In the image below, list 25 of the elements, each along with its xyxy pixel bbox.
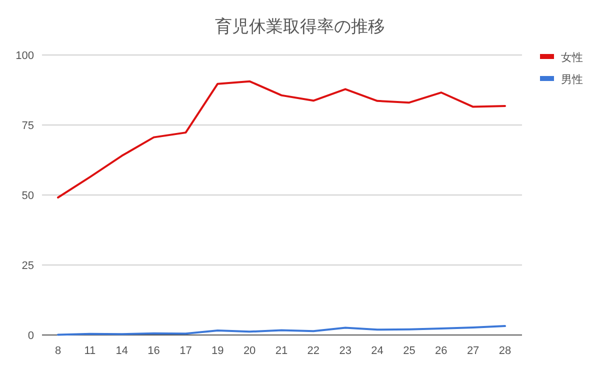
x-tick-label: 8 bbox=[54, 345, 62, 357]
x-tick-label: 11 bbox=[84, 345, 96, 357]
x-tick-label: 24 bbox=[371, 345, 384, 357]
y-tick-label: 25 bbox=[22, 260, 34, 272]
y-tick-label: 100 bbox=[16, 50, 34, 62]
legend-label: 女性 bbox=[561, 52, 583, 64]
x-tick-label: 27 bbox=[466, 345, 480, 357]
x-tick-label: 17 bbox=[180, 345, 192, 357]
y-tick-label: 0 bbox=[28, 330, 34, 342]
x-tick-label: 25 bbox=[403, 345, 416, 357]
x-tick-label: 26 bbox=[435, 345, 448, 357]
x-tick-label: 20 bbox=[243, 345, 256, 357]
x-tick-label: 22 bbox=[307, 345, 320, 357]
x-tick-label: 19 bbox=[212, 345, 224, 357]
x-tick-label: 21 bbox=[275, 345, 288, 357]
line-series bbox=[57, 325, 506, 336]
y-tick-label: 75 bbox=[22, 120, 34, 132]
line-series bbox=[57, 80, 506, 199]
x-tick-label: 28 bbox=[498, 345, 512, 357]
x-tick-label: 14 bbox=[116, 345, 128, 357]
legend-label: 男性 bbox=[561, 74, 583, 86]
x-tick-label: 23 bbox=[339, 345, 352, 357]
chart-title: 育児休業取得率の推移 bbox=[215, 17, 385, 36]
x-tick-label: 16 bbox=[148, 345, 160, 357]
y-tick-label: 50 bbox=[22, 190, 34, 202]
